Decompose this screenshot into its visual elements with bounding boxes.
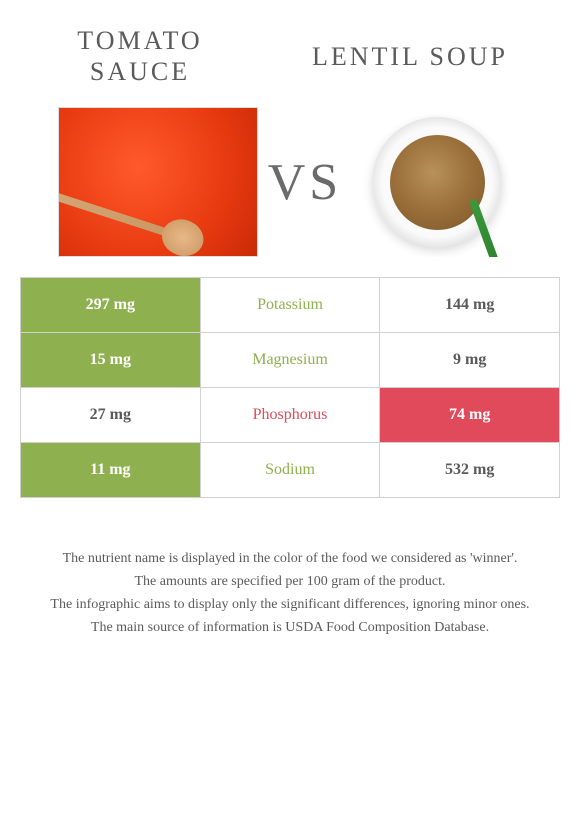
left-value-cell: 11 mg	[21, 443, 201, 498]
right-value-cell: 532 mg	[380, 443, 560, 498]
wooden-spoon-icon	[58, 192, 187, 243]
table-row: 15 mgMagnesium9 mg	[21, 333, 560, 388]
nutrient-table: 297 mgPotassium144 mg15 mgMagnesium9 mg2…	[20, 277, 560, 498]
table-row: 27 mgPhosphorus74 mg	[21, 388, 560, 443]
right-value-cell: 74 mg	[380, 388, 560, 443]
footer-line-2: The amounts are specified per 100 gram o…	[25, 571, 555, 592]
right-value-cell: 9 mg	[380, 333, 560, 388]
footer-line-3: The infographic aims to display only the…	[25, 594, 555, 615]
left-food-image	[58, 107, 258, 257]
right-food-image	[352, 107, 522, 257]
header: Tomato sauce Lentil soup	[0, 0, 580, 97]
left-value-cell: 15 mg	[21, 333, 201, 388]
bowl-icon	[372, 117, 502, 247]
nutrient-name-cell: Phosphorus	[200, 388, 380, 443]
green-spoon-icon	[469, 199, 507, 258]
nutrient-name-cell: Magnesium	[200, 333, 380, 388]
images-row: VS	[0, 97, 580, 277]
left-value-cell: 27 mg	[21, 388, 201, 443]
right-food-title: Lentil soup	[290, 41, 530, 72]
left-food-title: Tomato sauce	[50, 25, 230, 87]
table-row: 11 mgSodium532 mg	[21, 443, 560, 498]
footer-line-4: The main source of information is USDA F…	[25, 617, 555, 638]
left-value-cell: 297 mg	[21, 278, 201, 333]
table-row: 297 mgPotassium144 mg	[21, 278, 560, 333]
vs-label: VS	[268, 153, 342, 212]
footer-line-1: The nutrient name is displayed in the co…	[25, 548, 555, 569]
right-value-cell: 144 mg	[380, 278, 560, 333]
nutrient-name-cell: Potassium	[200, 278, 380, 333]
nutrient-name-cell: Sodium	[200, 443, 380, 498]
footer-notes: The nutrient name is displayed in the co…	[0, 498, 580, 638]
